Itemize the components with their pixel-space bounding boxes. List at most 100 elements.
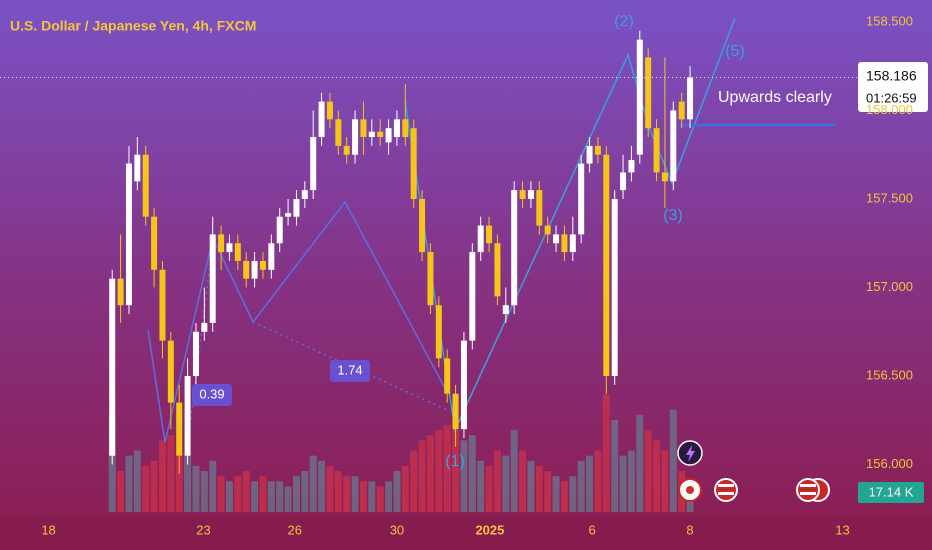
x-tick-label: 30 (390, 522, 404, 537)
volume-bar (653, 440, 661, 512)
volume-label: 17.14 K (869, 484, 914, 499)
wave-label: (1) (445, 453, 465, 470)
volume-bar (175, 450, 183, 512)
volume-bar (468, 435, 476, 512)
candle-body (326, 101, 333, 120)
volume-bar (502, 455, 510, 512)
candle-body (502, 305, 509, 315)
candle-body (285, 213, 292, 217)
x-tick-label: 2025 (475, 522, 504, 537)
candle-body (444, 358, 451, 394)
volume-bar (569, 476, 577, 512)
volume-bar (535, 465, 543, 512)
candle-body (184, 376, 191, 456)
volume-bar (209, 460, 217, 512)
volume-bar (552, 476, 560, 512)
volume-bar (158, 440, 166, 512)
flag-stripe (800, 484, 816, 487)
candle-body (670, 110, 677, 182)
candle-body (259, 260, 266, 270)
volume-bar (385, 481, 393, 512)
candle-body (477, 225, 484, 253)
candle-body (318, 101, 325, 138)
volume-bar (493, 450, 501, 512)
candle-body (201, 322, 208, 332)
volume-bar (343, 476, 351, 512)
candle-body (134, 154, 141, 182)
candle-body (393, 119, 400, 138)
candle-body (226, 243, 233, 253)
candle-body (301, 190, 308, 199)
last-price-box: 158.186 01:26:59 (858, 62, 928, 112)
candle-body (209, 234, 216, 323)
volume-bar (359, 481, 367, 512)
x-tick-label: 23 (196, 522, 210, 537)
volume-bar (351, 476, 359, 512)
volume-bar (527, 460, 535, 512)
candle-body (234, 243, 241, 261)
wave-line (404, 17, 736, 433)
volume-bar (544, 471, 552, 512)
candle-body (460, 340, 467, 430)
candle-body (251, 260, 258, 279)
x-axis-band (0, 515, 932, 550)
x-tick-label: 26 (288, 522, 302, 537)
candle-body (645, 57, 652, 129)
volume-bar (184, 455, 192, 512)
candle-body (469, 252, 476, 341)
volume-bar (401, 465, 409, 512)
ratio-box (192, 384, 232, 406)
volume-bar (619, 455, 627, 512)
x-tick-label: 8 (686, 522, 693, 537)
candle-body (536, 190, 543, 226)
volume-bar (602, 394, 610, 512)
volume-bar (217, 476, 225, 512)
candle-body (452, 393, 459, 430)
wave-label: (2) (614, 13, 634, 30)
us-flag (796, 478, 820, 502)
volume-bar (594, 450, 602, 512)
y-tick-label: 158.000 (866, 102, 913, 117)
volume-bar (686, 494, 694, 512)
x-tick-label: 18 (41, 522, 55, 537)
candle-body (368, 131, 375, 138)
volume-bar (435, 430, 443, 512)
volume-bar (125, 455, 133, 512)
volume-bar (251, 481, 259, 512)
ratio-label: 0.39 (199, 386, 224, 401)
note: Upwards clearly (718, 89, 832, 106)
candle-body (159, 269, 166, 341)
x-tick-label: 13 (835, 522, 849, 537)
candle-body (151, 216, 158, 270)
volume-bar (577, 460, 585, 512)
volume-bar (510, 430, 518, 512)
volume-bar (426, 435, 434, 512)
candle-body (494, 243, 501, 297)
volume-bar (376, 486, 384, 512)
countdown: 01:26:59 (866, 90, 917, 105)
candle-body (377, 131, 384, 138)
candle-body (511, 190, 518, 306)
candle-body (486, 225, 493, 244)
y-tick-label: 158.500 (866, 13, 913, 28)
candle-body (586, 145, 593, 164)
candle-body (544, 225, 551, 235)
volume-bar (259, 476, 267, 512)
ratio-label: 1.74 (337, 362, 362, 377)
candle-body (218, 234, 225, 253)
volume-bar (560, 481, 568, 512)
volume-bar (292, 476, 300, 512)
candle-body (335, 119, 342, 146)
candle-body (117, 278, 124, 306)
candle-body (310, 137, 317, 191)
volume-bar (309, 455, 317, 512)
volume-bar (627, 450, 635, 512)
volume-bar (150, 460, 158, 512)
volume-bar (318, 460, 326, 512)
volume-box: 17.14 K (858, 482, 924, 503)
candle-body (427, 252, 434, 306)
candle-layer (109, 30, 694, 474)
flag-stripe (800, 492, 816, 495)
volume-bar (192, 465, 200, 512)
